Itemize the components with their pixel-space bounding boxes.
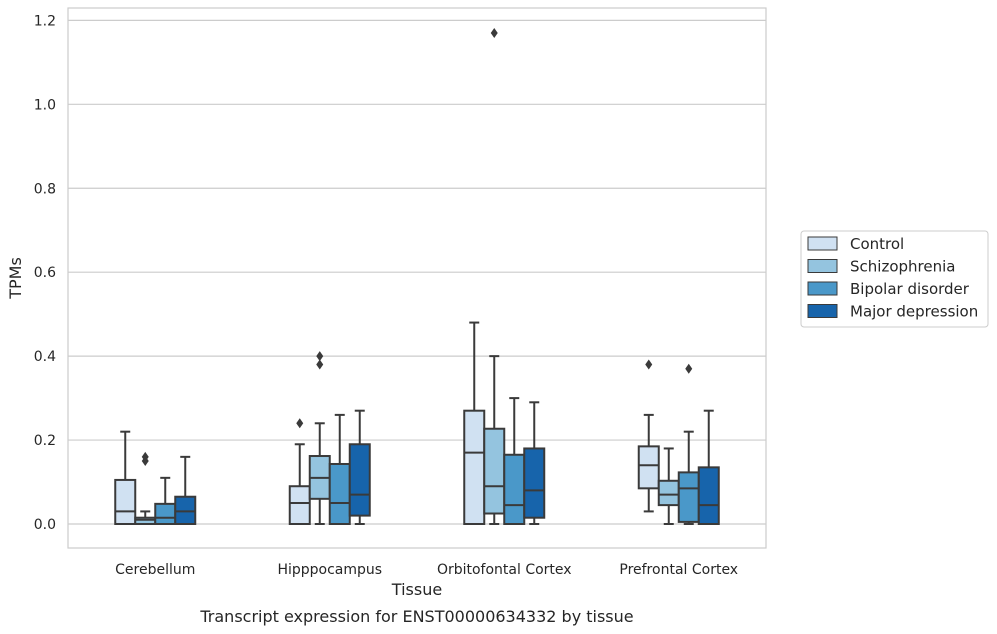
y-tick-label: 1.2 [34,13,56,29]
box-bipolar-disorder [677,363,700,525]
x-tick-label: Prefrontal Cortex [619,562,738,578]
outlier-point [141,451,149,462]
x-tick-label: Orbitofontal Cortex [437,562,572,578]
legend-swatch [807,259,838,273]
gridlines [68,19,766,525]
y-tick-label: 0.2 [34,433,56,449]
x-tick-label: Hipppocampus [277,562,382,578]
box-iqr [288,485,311,526]
box-iqr [463,409,486,525]
box-bipolar-disorder [328,413,351,526]
y-tick-label: 1.0 [34,97,56,113]
chart-caption: Transcript expression for ENST0000063433… [199,607,633,626]
box-bipolar-disorder [503,397,526,526]
outlier-point [316,359,324,370]
y-tick-label: 0.6 [34,265,56,281]
legend-label: Control [850,235,904,253]
legend: Control Schizophrenia Bipolar disorder Majo… [800,230,989,328]
box-major-depression [697,409,720,525]
box-control [637,359,660,513]
legend-swatch [807,236,838,251]
legend-swatch [807,304,838,318]
box-iqr [154,502,177,525]
x-axis-label: Tissue [391,580,442,599]
box-schizophrenia [657,447,680,525]
box-iqr [328,462,351,526]
legend-label: Major depression [850,303,978,321]
box-bipolar-disorder [154,476,177,525]
box-control [463,321,486,525]
box-iqr [174,495,197,526]
y-axis-label: TPMs [6,257,25,300]
box-schizophrenia [483,27,506,525]
box-major-depression [174,455,197,526]
box-iqr [483,427,506,515]
box-iqr [657,479,680,507]
box-series [114,27,720,526]
plot-frame [67,7,767,549]
box-iqr [114,478,137,525]
y-tick-label: 0.4 [34,349,56,365]
box-iqr [677,471,700,523]
x-tick-label: Cerebellum [115,562,195,578]
box-iqr [134,516,157,526]
box-iqr [523,447,546,519]
box-schizophrenia [134,451,157,526]
box-major-depression [523,401,546,525]
legend-label: Bipolar disorder [850,280,970,298]
box-control [288,418,311,526]
y-axis-ticks: 0.0 0.2 0.4 0.6 0.8 1.0 1.2 [34,13,56,533]
outlier-point [316,351,324,362]
x-axis-ticks: Cerebellum Hipppocampus Orbitofontal Corte… [115,562,738,578]
y-tick-label: 0.0 [34,517,56,533]
box-control [114,430,137,525]
y-tick-label: 0.8 [34,181,56,197]
box-iqr [503,453,526,526]
box-major-depression [348,409,371,525]
outlier-point [490,27,498,38]
outlier-point [685,363,693,374]
box-iqr [637,445,660,490]
outlier-point [645,359,653,370]
legend-frame [800,230,989,328]
legend-label: Schizophrenia [850,258,955,276]
box-iqr [697,466,720,525]
box-iqr [348,443,371,517]
box-schizophrenia [308,351,331,525]
legend-items: Control Schizophrenia Bipolar disorder Majo… [807,235,978,321]
outlier-point [296,418,304,429]
legend-swatch [807,281,838,296]
